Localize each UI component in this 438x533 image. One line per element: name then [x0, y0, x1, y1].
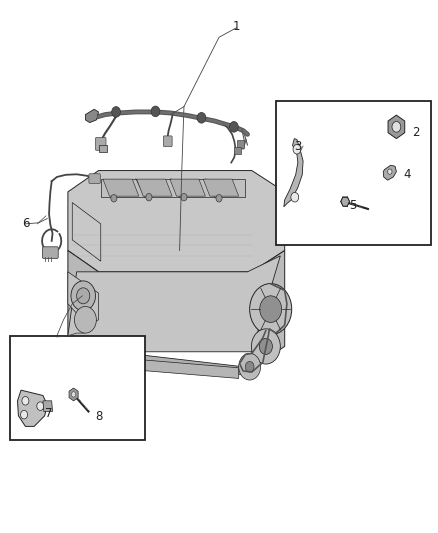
Polygon shape — [69, 388, 78, 401]
Circle shape — [392, 122, 401, 132]
Polygon shape — [137, 179, 172, 196]
Text: 3: 3 — [294, 140, 301, 152]
Polygon shape — [388, 115, 405, 139]
Circle shape — [151, 106, 160, 117]
Circle shape — [181, 193, 187, 201]
Polygon shape — [203, 179, 239, 196]
FancyBboxPatch shape — [89, 174, 100, 183]
Circle shape — [216, 195, 222, 202]
FancyBboxPatch shape — [163, 136, 172, 147]
Text: 7: 7 — [45, 407, 53, 419]
Circle shape — [259, 338, 272, 354]
Circle shape — [71, 392, 76, 397]
Circle shape — [291, 192, 299, 202]
Circle shape — [37, 402, 44, 410]
Polygon shape — [99, 145, 107, 152]
Polygon shape — [68, 346, 252, 376]
Polygon shape — [72, 203, 101, 261]
Circle shape — [197, 112, 206, 123]
Bar — [276, 101, 431, 245]
Text: 5: 5 — [349, 199, 356, 212]
Text: 1: 1 — [233, 20, 240, 33]
FancyBboxPatch shape — [95, 138, 106, 150]
Circle shape — [260, 296, 282, 322]
Polygon shape — [18, 390, 47, 426]
Polygon shape — [341, 197, 350, 206]
Polygon shape — [68, 256, 280, 352]
FancyBboxPatch shape — [42, 247, 58, 259]
FancyBboxPatch shape — [234, 147, 241, 154]
Polygon shape — [383, 165, 396, 180]
Circle shape — [293, 144, 301, 154]
Circle shape — [239, 353, 261, 380]
Polygon shape — [43, 401, 53, 411]
Circle shape — [245, 361, 254, 372]
FancyBboxPatch shape — [237, 140, 244, 148]
Circle shape — [111, 195, 117, 202]
Circle shape — [250, 284, 292, 335]
Polygon shape — [170, 179, 205, 196]
Circle shape — [77, 288, 90, 304]
Circle shape — [388, 169, 392, 174]
Polygon shape — [103, 179, 139, 196]
Circle shape — [112, 107, 120, 117]
Polygon shape — [68, 171, 285, 272]
Polygon shape — [68, 272, 99, 325]
Polygon shape — [77, 354, 239, 378]
Circle shape — [146, 193, 152, 201]
Polygon shape — [68, 251, 99, 368]
Circle shape — [251, 329, 280, 364]
Polygon shape — [252, 251, 285, 368]
Text: 2: 2 — [412, 126, 420, 139]
Text: 8: 8 — [95, 410, 102, 423]
Circle shape — [230, 122, 238, 132]
Circle shape — [21, 410, 28, 419]
Bar — [10, 336, 145, 440]
Circle shape — [71, 281, 95, 311]
Text: 4: 4 — [403, 168, 411, 181]
Circle shape — [74, 306, 96, 333]
Polygon shape — [101, 179, 245, 197]
Polygon shape — [85, 109, 99, 123]
Polygon shape — [284, 139, 303, 207]
Text: 6: 6 — [21, 217, 29, 230]
Circle shape — [22, 397, 29, 405]
